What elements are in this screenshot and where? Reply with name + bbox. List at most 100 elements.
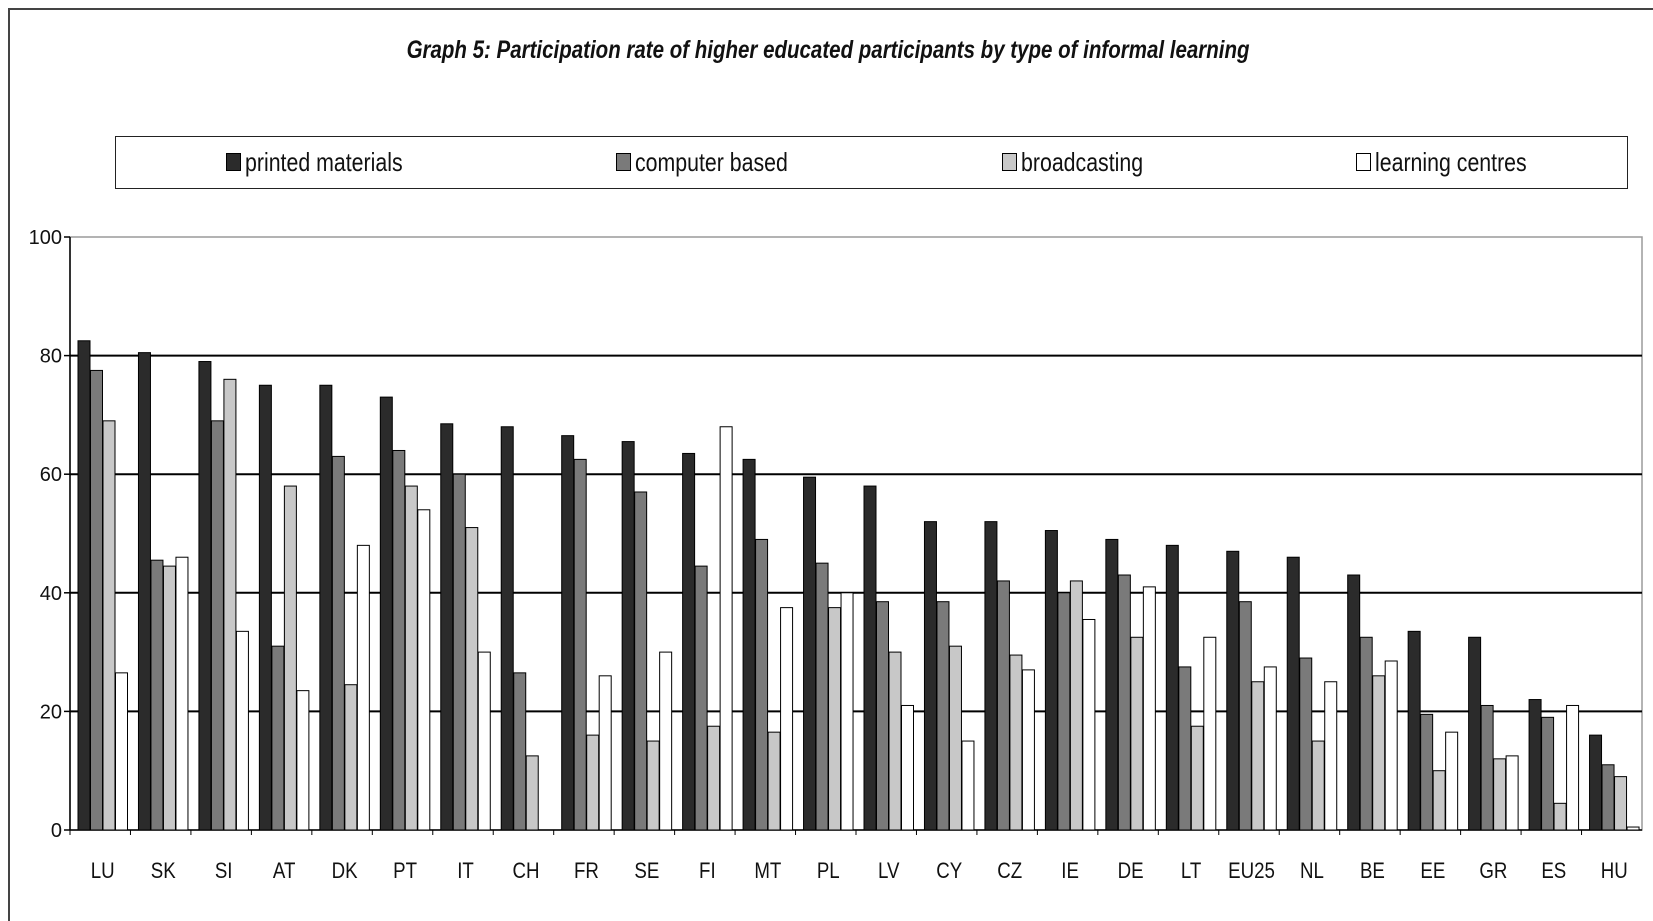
bar-hu-computer-based <box>1601 764 1615 831</box>
bar-fr-computer-based <box>573 458 587 831</box>
bar-ch-printed-materials <box>500 426 514 831</box>
bar-si-broadcasting <box>223 378 237 831</box>
bar-mt-computer-based <box>755 538 769 831</box>
bar-pt-printed-materials <box>379 396 393 831</box>
y-tick-label-100: 100 <box>29 227 62 249</box>
bar-lu-learning-centres <box>115 672 128 831</box>
bar-cy-learning-centres <box>961 740 975 831</box>
x-tick-label-dk: DK <box>332 860 358 884</box>
y-tick-label-0: 0 <box>51 820 62 842</box>
bar-lu-broadcasting <box>102 420 116 831</box>
bar-cy-computer-based <box>936 601 950 831</box>
bar-ie-computer-based <box>1057 592 1071 831</box>
bar-ie-printed-materials <box>1044 530 1058 831</box>
bar-de-broadcasting <box>1130 636 1144 831</box>
x-tick-label-lu: LU <box>91 860 115 884</box>
bar-dk-printed-materials <box>319 384 333 831</box>
x-tick-label-eu25: EU25 <box>1228 860 1275 884</box>
bar-at-broadcasting <box>283 485 297 831</box>
bar-be-broadcasting <box>1372 675 1386 831</box>
x-tick-label-pl: PL <box>817 860 840 884</box>
bar-ch-broadcasting <box>525 755 539 831</box>
bar-gr-learning-centres <box>1505 755 1519 831</box>
bar-nl-printed-materials <box>1286 556 1300 831</box>
y-tick-label-80: 80 <box>40 346 62 368</box>
bar-cz-learning-centres <box>1021 669 1035 831</box>
bar-se-printed-materials <box>621 441 635 831</box>
x-tick-label-de: DE <box>1118 860 1144 884</box>
bar-ie-broadcasting <box>1069 580 1083 831</box>
x-tick-label-cy: CY <box>936 860 962 884</box>
x-tick-label-be: BE <box>1360 860 1385 884</box>
legend-label-printed-materials: printed materials <box>245 146 403 177</box>
bar-sk-computer-based <box>150 559 164 831</box>
x-tick-label-ie: IE <box>1061 860 1079 884</box>
legend-item-learning-centres: learning centres <box>1356 145 1560 179</box>
bar-fr-broadcasting <box>586 734 600 831</box>
y-tick-label-20: 20 <box>40 701 62 723</box>
bar-pt-broadcasting <box>404 485 418 831</box>
x-tick-label-sk: SK <box>151 860 176 884</box>
bar-fr-learning-centres <box>598 675 612 831</box>
legend-label-learning-centres: learning centres <box>1375 146 1527 177</box>
bar-cy-printed-materials <box>923 521 937 831</box>
bar-lv-computer-based <box>876 601 889 831</box>
bar-pl-learning-centres <box>840 592 854 831</box>
bar-es-broadcasting <box>1553 802 1567 831</box>
bar-eu25-learning-centres <box>1263 666 1277 831</box>
bar-it-computer-based <box>452 473 466 831</box>
bar-be-printed-materials <box>1347 574 1361 831</box>
bar-lt-learning-centres <box>1203 636 1217 831</box>
bar-fr-printed-materials <box>561 435 575 831</box>
bar-pl-computer-based <box>815 562 829 831</box>
bar-lv-printed-materials <box>863 485 877 831</box>
legend-label-computer-based: computer based <box>635 146 788 177</box>
bar-mt-learning-centres <box>780 607 794 831</box>
y-tick-label-40: 40 <box>40 583 62 605</box>
bar-de-computer-based <box>1117 574 1131 831</box>
legend-swatch-computer-based <box>616 153 631 171</box>
bar-nl-broadcasting <box>1311 740 1325 831</box>
bar-sk-learning-centres <box>175 556 189 831</box>
bar-es-learning-centres <box>1566 704 1580 831</box>
bar-lt-printed-materials <box>1165 544 1179 831</box>
bar-it-printed-materials <box>440 423 454 831</box>
bar-ee-broadcasting <box>1432 770 1446 831</box>
x-tick-label-gr: GR <box>1479 860 1507 884</box>
bar-cy-broadcasting <box>948 645 962 831</box>
bar-lt-computer-based <box>1178 666 1192 831</box>
bar-mt-printed-materials <box>742 458 756 831</box>
bar-ee-learning-centres <box>1445 731 1459 831</box>
bar-sk-broadcasting <box>162 565 176 831</box>
x-tick-label-lt: LT <box>1181 860 1201 884</box>
bar-gr-printed-materials <box>1468 636 1482 831</box>
bar-hu-printed-materials <box>1589 734 1603 831</box>
bar-dk-broadcasting <box>344 684 358 831</box>
bar-gr-broadcasting <box>1493 758 1507 831</box>
bar-es-computer-based <box>1541 716 1555 831</box>
x-tick-label-fi: FI <box>699 860 716 884</box>
bar-dk-computer-based <box>331 455 345 831</box>
bar-pt-computer-based <box>392 449 406 831</box>
bar-be-learning-centres <box>1384 660 1398 831</box>
legend-item-broadcasting: broadcasting <box>1002 145 1170 179</box>
bar-lt-broadcasting <box>1190 725 1204 831</box>
x-tick-label-ch: CH <box>512 860 539 884</box>
legend-label-broadcasting: broadcasting <box>1021 146 1144 177</box>
bar-it-broadcasting <box>465 527 479 831</box>
x-tick-label-se: SE <box>634 860 659 884</box>
bar-nl-learning-centres <box>1324 681 1338 831</box>
chart-title: Graph 5: Participation rate of higher ed… <box>406 36 1250 64</box>
x-tick-label-si: SI <box>215 860 233 884</box>
bar-sk-printed-materials <box>137 352 151 831</box>
x-tick-label-lv: LV <box>878 860 900 884</box>
bar-si-printed-materials <box>198 361 212 831</box>
bar-nl-computer-based <box>1299 657 1313 831</box>
bar-lu-printed-materials <box>77 340 91 831</box>
bar-lv-broadcasting <box>888 651 902 831</box>
bar-fi-printed-materials <box>682 452 696 831</box>
bar-gr-computer-based <box>1480 704 1494 831</box>
x-tick-label-es: ES <box>1541 860 1566 884</box>
x-tick-label-ee: EE <box>1420 860 1445 884</box>
